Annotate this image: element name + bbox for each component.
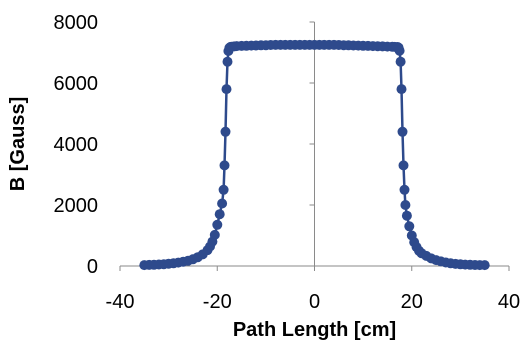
- y-tick-label: 4000: [54, 134, 99, 156]
- x-tick-label: 40: [498, 291, 520, 313]
- data-point: [399, 184, 410, 195]
- plot-axes: 0 2000 4000 6000 8000 -40 -20 0 20 40: [54, 12, 520, 313]
- data-point: [398, 160, 409, 171]
- data-point: [400, 200, 411, 210]
- data-point: [397, 126, 408, 137]
- data-point: [217, 198, 228, 209]
- data-point: [479, 260, 490, 271]
- data-point: [212, 219, 223, 230]
- y-tick-label: 8000: [54, 12, 99, 34]
- y-tick-label: 2000: [54, 195, 99, 217]
- data-point: [404, 221, 415, 232]
- y-axis-label: B [Gauss]: [7, 97, 29, 191]
- data-point: [222, 56, 233, 67]
- data-point: [220, 126, 231, 137]
- x-axis-label: Path Length [cm]: [233, 319, 396, 341]
- data-point: [395, 56, 406, 67]
- data-point: [214, 209, 225, 220]
- data-point: [401, 210, 412, 221]
- data-point: [396, 84, 407, 95]
- x-tick-label: 20: [401, 291, 423, 313]
- data-point: [394, 45, 405, 56]
- x-tick-label: -20: [203, 291, 232, 313]
- data-point: [218, 184, 229, 195]
- series-group: [139, 39, 490, 271]
- data-point: [219, 160, 230, 171]
- y-tick-label: 6000: [54, 73, 99, 95]
- data-point: [209, 229, 220, 240]
- x-tick-label: 0: [309, 291, 320, 313]
- data-point: [221, 84, 232, 95]
- y-tick-label: 0: [87, 256, 98, 278]
- x-tick-label: -40: [106, 291, 135, 313]
